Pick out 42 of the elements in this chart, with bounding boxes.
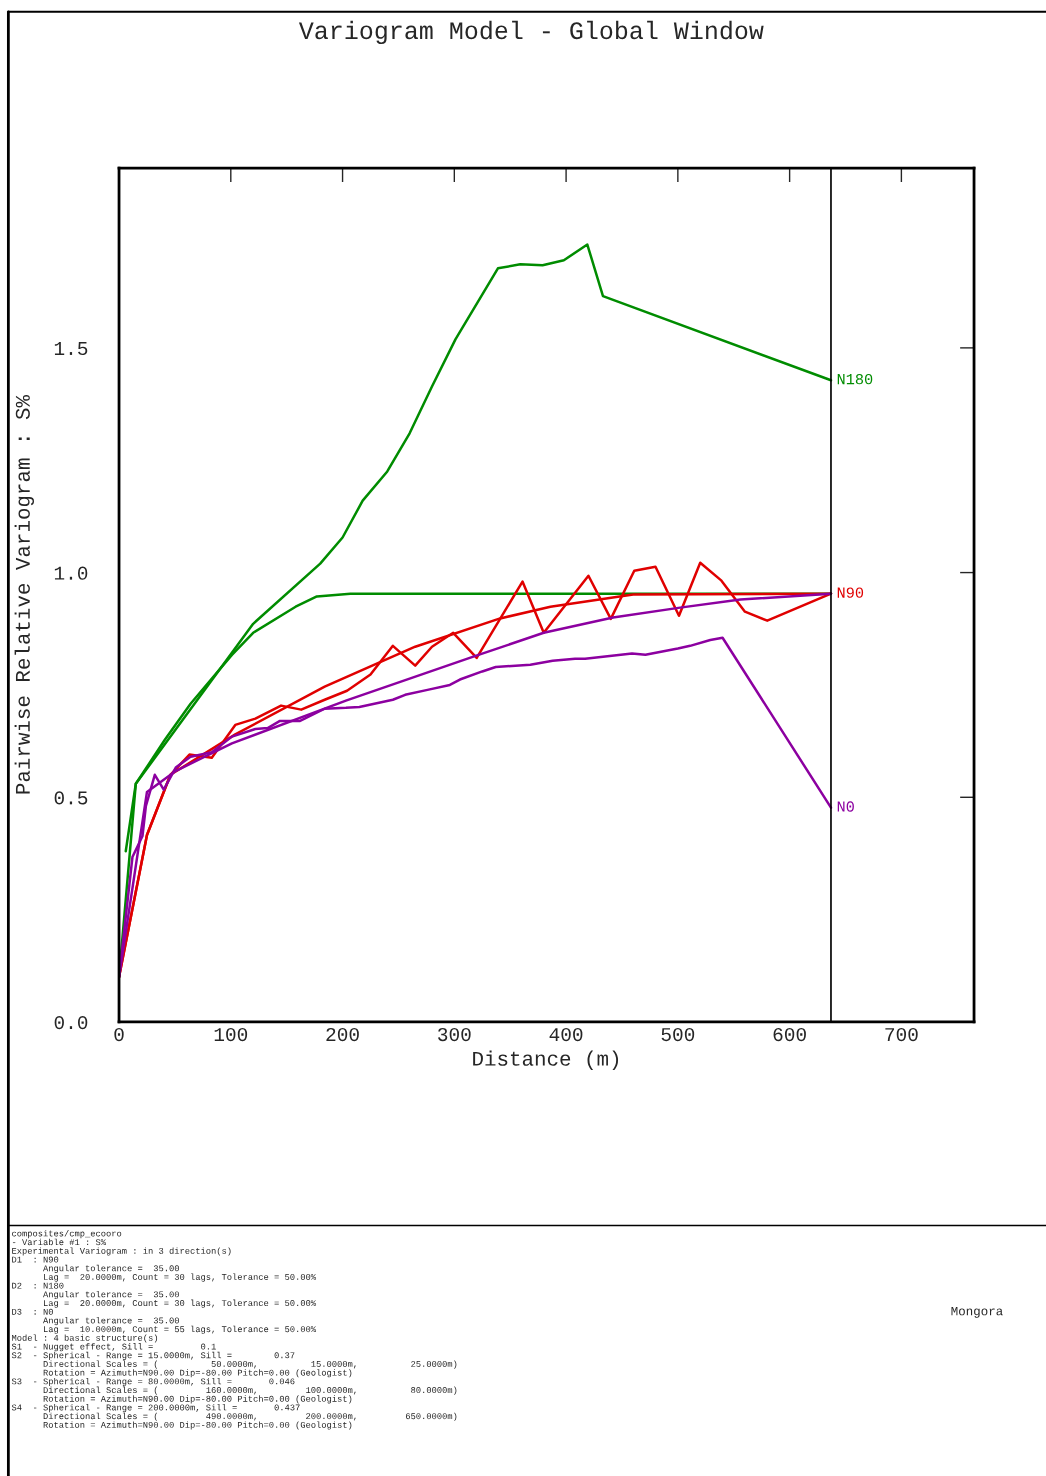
text: Directional Scales = ( 160.0000m, 100.0000m, 80.0000m): [43, 1386, 457, 1395]
x-axis-title: Distance (m): [473, 1050, 619, 1070]
text: Mongora: [951, 1307, 1003, 1318]
text: S3 - Spherical - Range = 80.0000m, Sill = 0.046: [11, 1377, 295, 1387]
x-tick-label: 400: [549, 1027, 583, 1042]
text: Rotation = Azimuth=N90.00 Dip=-80.00 Pitch=0.00 (Geologist): [43, 1421, 352, 1430]
y-tick-label: 1.0: [54, 566, 88, 580]
y-tick-label: 0.0: [54, 1016, 88, 1030]
text: D1 : N90: [12, 1256, 59, 1263]
text: Rotation = Azimuth=N90.00 Dip=-80.00 Pitch=0.00 (Geologist): [43, 1369, 352, 1378]
text: Lag = 20.0000m, Count = 30 lags, Tolerance = 50.00%: [44, 1299, 317, 1308]
text: D2 : N180: [12, 1282, 64, 1289]
text: Directional Scales = ( 490.0000m, 200.0000m, 650.0000m): [43, 1412, 457, 1421]
text: Lag = 20.0000m, Count = 30 lags, Tolerance = 50.00%: [44, 1273, 317, 1282]
series-label: N90: [837, 587, 864, 598]
text: Angular tolerance = 35.00: [43, 1317, 179, 1326]
text: Angular tolerance = 35.00: [43, 1290, 179, 1300]
x-tick-label: 600: [773, 1027, 806, 1042]
text: S4 - Spherical - Range = 200.0000m, Sill = 0.437: [11, 1404, 300, 1413]
text: composites/cmp_ecooro: [12, 1230, 122, 1239]
text: Angular tolerance = 35.00: [43, 1264, 179, 1273]
text: S1 - Nugget effect, Sill = 0.1: [11, 1343, 216, 1352]
series-label: N180: [837, 373, 873, 385]
y-tick-label: 0.5: [54, 791, 88, 805]
text: Lag = 10.0000m, Count = 55 lags, Tolerance = 50.00%: [44, 1325, 317, 1334]
text: S2 - Spherical - Range = 15.0000m, Sill = 0.37: [11, 1351, 295, 1360]
y-tick-label: 1.5: [54, 342, 88, 356]
x-tick-label: 200: [326, 1027, 359, 1042]
text: Rotation = Azimuth=N90.00 Dip=-80.00 Pitch=0.00 (Geologist): [43, 1395, 352, 1404]
text: - Variable #1 : S%: [12, 1238, 107, 1246]
x-tick-label: 100: [214, 1027, 248, 1042]
text: Directional Scales = ( 50.0000m, 15.0000m, 25.0000m): [43, 1360, 457, 1369]
text: D3 : N0: [12, 1308, 53, 1315]
chart-title: Variogram Model - Global Window: [298, 20, 764, 45]
text: Model : 4 basic structure(s): [12, 1334, 158, 1343]
x-tick-label: 300: [438, 1027, 471, 1042]
x-tick-label: 500: [661, 1027, 695, 1042]
series-label: N0: [837, 801, 854, 812]
x-tick-label: 700: [885, 1027, 918, 1042]
text: Experimental Variogram : in 3 direction(s): [12, 1247, 231, 1256]
y-axis-title: Pairwise Relative Variogram : S%: [14, 395, 35, 794]
x-tick-label: 0: [114, 1027, 124, 1042]
